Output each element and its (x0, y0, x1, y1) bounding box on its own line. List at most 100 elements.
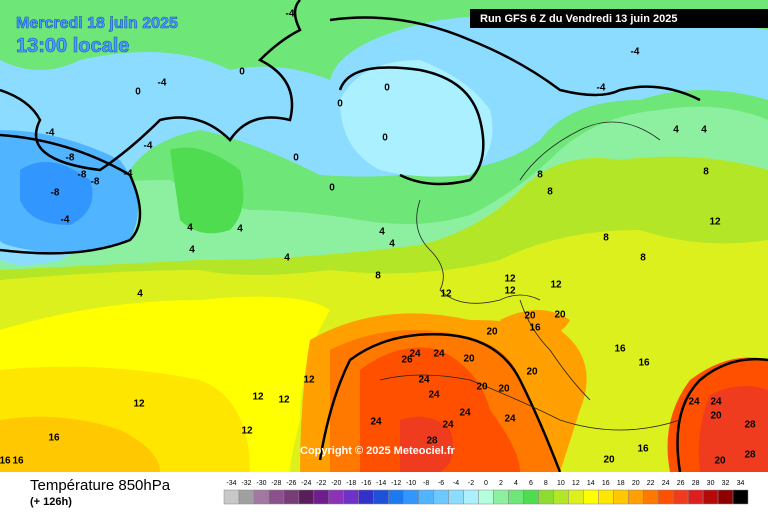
legend: -34 -32 -30 -28 -26 -24 -22 -20 -18 -16 -14 -12 -10-… (223, 480, 749, 505)
legend-label: -16 (361, 480, 371, 487)
contour-label: 4 (237, 224, 243, 235)
legend-label: -8 (423, 480, 429, 487)
legend-label: -12 (391, 480, 401, 487)
contour-label: -4 (631, 47, 640, 58)
contour-label: 26 (401, 355, 413, 366)
contour-label: 20 (603, 455, 615, 466)
contour-label: 24 (710, 397, 722, 408)
contour-label: 12 (252, 392, 264, 403)
forecast-date: Mercredi 18 juin 2025 (16, 15, 178, 32)
contour-label: 20 (714, 456, 726, 467)
contour-label: 12 (133, 399, 145, 410)
legend-label: 16 (602, 480, 610, 487)
legend-swatch (238, 489, 255, 505)
contour-label: 20 (526, 367, 538, 378)
contour-label: -4 (61, 215, 70, 226)
contour-label: 8 (537, 170, 543, 181)
contour-label: 8 (703, 167, 709, 178)
legend-label: 20 (632, 480, 640, 487)
contour-label: 12 (278, 395, 290, 406)
contour-label: 24 (409, 349, 421, 360)
contour-label: 20 (498, 384, 510, 395)
contour-label: -4 (158, 78, 167, 89)
legend-swatch (717, 489, 734, 505)
contour-label: 20 (463, 354, 475, 365)
contour-label: -8 (66, 153, 75, 164)
legend-swatch (672, 489, 689, 505)
legend-label: -28 (271, 480, 281, 487)
contour-label: -4 (286, 9, 295, 20)
contour-label: 16 (614, 344, 626, 355)
legend-label: -30 (256, 480, 266, 487)
contour-label: 16 (0, 456, 11, 467)
contour-label: 24 (688, 397, 700, 408)
legend-swatch (493, 489, 509, 505)
legend-swatch (657, 489, 674, 505)
contour-label: 24 (459, 408, 471, 419)
contour-label: -4 (46, 128, 55, 139)
contour-label: 24 (370, 417, 382, 428)
contour-label: 4 (701, 125, 707, 136)
contour-label: 4 (673, 125, 679, 136)
legend-label: 30 (707, 480, 715, 487)
legend-label: 32 (722, 480, 730, 487)
contour-label: -4 (597, 83, 606, 94)
legend-label: 10 (557, 480, 565, 487)
contour-label: 16 (12, 456, 24, 467)
contour-label: 12 (440, 289, 452, 300)
footer-lead: (+ 126h) (30, 496, 72, 508)
contour-label: 0 (384, 83, 390, 94)
legend-label: 12 (572, 480, 580, 487)
contour-label: 0 (293, 153, 299, 164)
legend-swatch (283, 489, 300, 505)
legend-swatch (433, 489, 449, 505)
contour-label: 16 (638, 358, 650, 369)
contour-label: 0 (135, 87, 141, 98)
legend-swatch (388, 489, 404, 505)
legend-label: -34 (226, 480, 236, 487)
contour-label: 0 (337, 99, 343, 110)
legend-label: 8 (544, 480, 548, 487)
contour-label: 12 (504, 274, 516, 285)
contour-label: -4 (124, 169, 133, 180)
legend-label: 6 (529, 480, 533, 487)
contour-label: 24 (504, 414, 516, 425)
legend-label: 22 (647, 480, 655, 487)
contour-label: 4 (379, 227, 385, 238)
contour-label: 0 (329, 183, 335, 194)
contour-label: 12 (504, 286, 516, 297)
legend-swatch (627, 489, 644, 505)
legend-label: -24 (301, 480, 311, 487)
legend-swatch (463, 489, 479, 505)
contour-label: 24 (442, 420, 454, 431)
contour-label: 20 (524, 311, 536, 322)
legend-swatch (298, 489, 315, 505)
contour-label: 12 (241, 426, 253, 437)
contour-label: 24 (418, 375, 430, 386)
contour-label: 12 (550, 280, 562, 291)
legend-label: -10 (406, 480, 416, 487)
legend-swatch (373, 489, 389, 505)
contour-label: 0 (382, 133, 388, 144)
contour-label: 4 (187, 223, 193, 234)
legend-swatch (702, 489, 719, 505)
legend-swatch (642, 489, 659, 505)
contour-label: 12 (709, 217, 721, 228)
footer-title: Température 850hPa (30, 477, 171, 494)
forecast-time: 13:00 locale (16, 35, 129, 57)
contour-label: 20 (554, 310, 566, 321)
legend-swatch (508, 489, 524, 505)
legend-swatch (313, 489, 330, 505)
legend-swatch (253, 489, 270, 505)
contour-label: 24 (433, 349, 445, 360)
legend-label: -22 (316, 480, 326, 487)
run-info: Run GFS 6 Z du Vendredi 13 juin 2025 (480, 13, 677, 25)
legend-swatch (268, 489, 285, 505)
contour-label: 12 (303, 375, 315, 386)
legend-label: -2 (468, 480, 474, 487)
contour-label: 20 (710, 411, 722, 422)
legend-label: 28 (692, 480, 700, 487)
legend-swatch (478, 489, 494, 505)
